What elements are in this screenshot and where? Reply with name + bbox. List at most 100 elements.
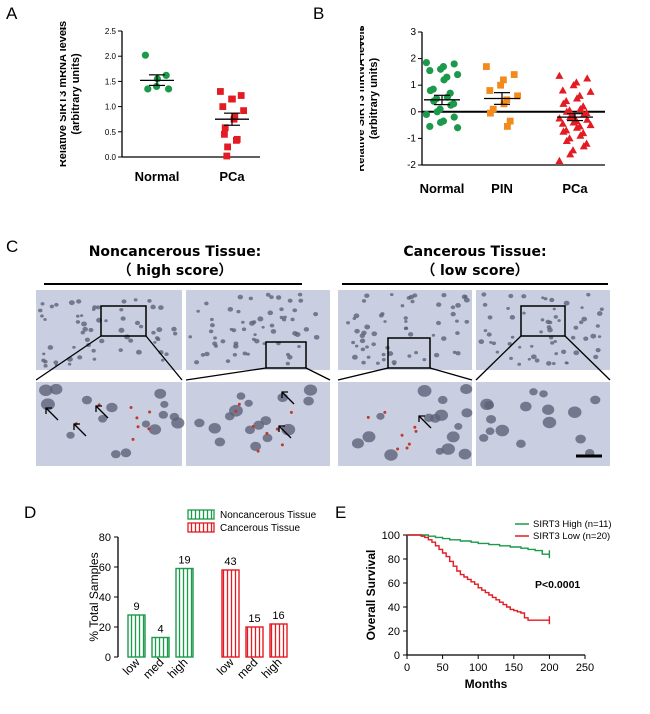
data-point — [586, 87, 595, 95]
nucleus — [539, 330, 543, 334]
nucleus — [351, 340, 356, 345]
nucleus — [91, 348, 96, 353]
bar-value-label: 4 — [157, 624, 163, 636]
nucleus — [233, 343, 239, 349]
data-point — [454, 124, 462, 132]
stain-dot — [135, 416, 139, 420]
nucleus — [43, 364, 48, 368]
nucleus — [516, 439, 526, 448]
nucleus — [567, 406, 582, 418]
stain-dot — [366, 415, 370, 419]
data-point — [576, 131, 585, 139]
nucleus — [596, 311, 603, 316]
data-point — [426, 122, 434, 131]
y-tick-label: -2 — [407, 160, 416, 171]
nucleus — [359, 338, 366, 344]
micrograph-tile — [476, 290, 610, 370]
data-point — [558, 86, 567, 94]
legend-label: Cancerous Tissue — [220, 523, 300, 534]
data-point — [447, 101, 455, 109]
micrograph-tile — [186, 290, 330, 370]
nucleus — [404, 320, 408, 323]
nucleus — [224, 412, 235, 421]
cancer-title-line1: Cancerous Tissue: — [403, 244, 547, 260]
nucleus — [156, 327, 163, 333]
nucleus — [507, 342, 512, 346]
nucleus — [481, 292, 487, 297]
nucleus — [522, 311, 526, 315]
micrograph-tile — [338, 290, 472, 370]
chart-b: -2 -1 0 1 2 3 Relative SIRT3 mRNA levels(arbit… — [360, 25, 605, 196]
cancer-title: Cancerous Tissue: （ low score） — [355, 243, 595, 281]
nucleus — [154, 388, 167, 399]
data-point — [558, 119, 567, 127]
data-point — [454, 70, 462, 79]
nucleus — [285, 361, 290, 366]
data-point — [566, 150, 575, 158]
nucleus — [54, 302, 59, 307]
nucleus — [366, 355, 371, 359]
nucleus — [297, 345, 301, 349]
data-point — [430, 97, 438, 105]
nucleus — [549, 297, 555, 303]
significance-label: * — [360, 43, 363, 55]
nucleus — [407, 332, 414, 337]
nucleus — [120, 316, 126, 321]
nucleus — [49, 383, 63, 395]
nucleus — [509, 356, 513, 360]
nucleus — [241, 327, 247, 332]
nucleus — [417, 385, 432, 397]
nucleus — [262, 433, 273, 443]
zoom-box — [100, 305, 147, 337]
nucleus — [121, 299, 127, 304]
category-label: PIN — [491, 181, 513, 196]
nucleus — [517, 362, 522, 366]
nucleus — [252, 320, 257, 324]
noncancer-title-line2: （ high score） — [117, 263, 233, 279]
data-point — [555, 71, 564, 79]
x-tick-label: 0 — [404, 662, 410, 674]
nucleus — [529, 388, 538, 396]
nucleus — [209, 317, 214, 322]
nucleus — [227, 306, 234, 312]
nucleus — [88, 327, 94, 333]
nucleus — [540, 318, 545, 322]
nucleus — [561, 349, 567, 354]
x-tick-label: 100 — [469, 662, 487, 674]
nucleus — [287, 298, 293, 303]
nucleus — [150, 304, 156, 310]
nucleus — [196, 309, 200, 313]
nucleus — [40, 314, 44, 318]
nucleus — [38, 308, 43, 313]
nucleus — [441, 336, 447, 341]
nucleus — [269, 323, 275, 328]
bar-value-label: 19 — [178, 555, 190, 567]
nucleus — [543, 297, 548, 301]
nucleus — [551, 361, 556, 366]
p-value-annotation: P<0.0001 — [535, 579, 580, 591]
nucleus — [495, 424, 510, 437]
nucleus — [81, 395, 92, 405]
nucleus — [381, 358, 386, 362]
nucleus — [381, 352, 386, 357]
nucleus — [461, 408, 473, 418]
arrow-head — [278, 425, 285, 432]
nucleus — [548, 335, 554, 340]
nucleus — [257, 316, 264, 322]
nucleus — [81, 321, 87, 327]
nucleus — [435, 320, 442, 326]
zoom-line — [429, 367, 473, 381]
y-axis-label-line: (arbitrary units) — [368, 58, 380, 140]
chart-e: 0 20 40 60 80 100 0 50 100 150 200 250 Months Overall… — [364, 519, 612, 691]
nucleus — [79, 314, 84, 317]
nucleus — [392, 362, 396, 366]
data-point — [510, 71, 518, 78]
nucleus — [67, 362, 72, 366]
category-label: low — [214, 655, 237, 678]
y-tick-label: 1.5 — [105, 77, 117, 86]
nucleus — [232, 352, 238, 357]
nucleus — [454, 422, 463, 430]
stain-dot — [275, 427, 279, 431]
nucleus — [403, 316, 408, 320]
nucleus — [463, 297, 470, 303]
